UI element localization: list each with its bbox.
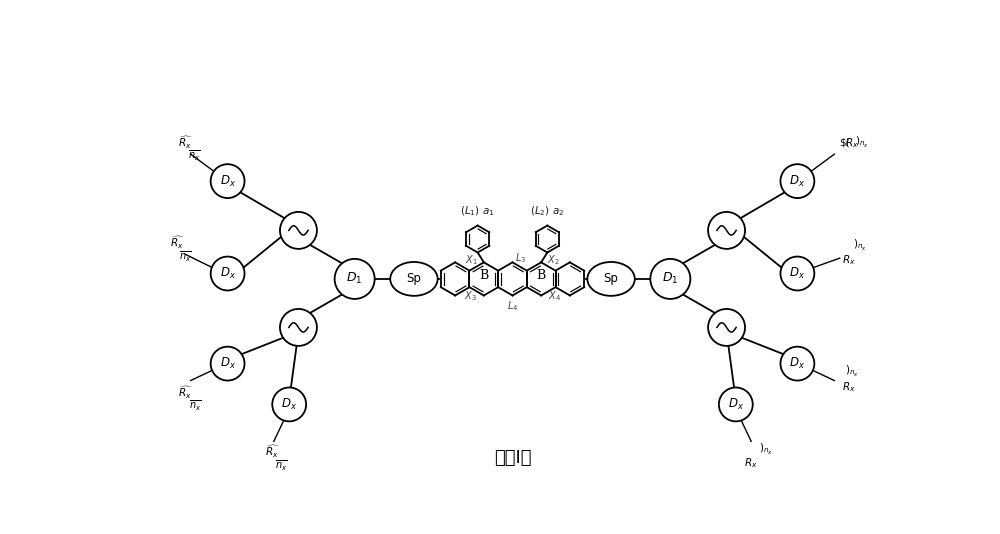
Text: $\overline{n_x}$: $\overline{n_x}$ <box>188 148 201 163</box>
Text: $D_1$: $D_1$ <box>662 271 679 286</box>
Text: $)_{n_x}$: $)_{n_x}$ <box>853 238 867 253</box>
Circle shape <box>211 256 245 290</box>
Text: $D_x$: $D_x$ <box>220 174 236 189</box>
Circle shape <box>780 256 814 290</box>
Text: $X_1$: $X_1$ <box>465 254 478 268</box>
Text: $D_x$: $D_x$ <box>281 397 297 412</box>
Ellipse shape <box>587 262 635 296</box>
Circle shape <box>719 388 753 421</box>
Text: $X_3$: $X_3$ <box>464 289 477 303</box>
Text: $R_x$: $R_x$ <box>842 253 856 266</box>
Circle shape <box>280 212 317 249</box>
Text: $X_4$: $X_4$ <box>548 289 561 303</box>
Text: $D_x$: $D_x$ <box>789 174 805 189</box>
Text: $D_x$: $D_x$ <box>789 356 805 371</box>
Circle shape <box>780 164 814 198</box>
Circle shape <box>708 212 745 249</box>
Text: $L_4$: $L_4$ <box>507 299 518 313</box>
Text: $R_x$: $R_x$ <box>842 380 856 394</box>
Text: B: B <box>479 269 488 282</box>
Text: 式（I）: 式（I） <box>494 449 531 467</box>
Text: $\overline{n_x}$: $\overline{n_x}$ <box>275 459 288 473</box>
Text: $\widehat{R_x}$: $\widehat{R_x}$ <box>178 384 193 401</box>
Text: $D_x$: $D_x$ <box>728 397 744 412</box>
Text: $\widehat{R_x}$: $\widehat{R_x}$ <box>170 234 185 251</box>
Circle shape <box>335 259 375 299</box>
Text: $(L_2)\ a_2$: $(L_2)\ a_2$ <box>530 204 565 218</box>
Circle shape <box>280 309 317 346</box>
Text: $R_x$: $R_x$ <box>845 136 859 150</box>
Text: $\widehat{R_x}$: $\widehat{R_x}$ <box>178 135 193 151</box>
Circle shape <box>650 259 690 299</box>
Text: $)_{n_x}$: $)_{n_x}$ <box>855 135 869 150</box>
Text: $D_1$: $D_1$ <box>346 271 363 286</box>
Text: Sp: Sp <box>407 272 421 285</box>
Text: $R_x$: $R_x$ <box>744 456 757 470</box>
Circle shape <box>211 347 245 381</box>
Circle shape <box>272 388 306 421</box>
Circle shape <box>708 309 745 346</box>
Text: $(L_1)\ a_1$: $(L_1)\ a_1$ <box>460 204 495 218</box>
Text: $D_x$: $D_x$ <box>220 356 236 371</box>
Text: $)_{n_x}$: $)_{n_x}$ <box>759 442 773 457</box>
Text: $\overline{n_x}$: $\overline{n_x}$ <box>179 249 192 264</box>
Circle shape <box>211 164 245 198</box>
Ellipse shape <box>390 262 438 296</box>
Text: $X_2$: $X_2$ <box>547 254 560 268</box>
Text: $D_x$: $D_x$ <box>220 266 236 281</box>
Text: Sp: Sp <box>604 272 618 285</box>
Text: $)_{n_x}$: $)_{n_x}$ <box>845 364 859 379</box>
Text: $(: $( <box>839 138 850 147</box>
Circle shape <box>780 347 814 381</box>
Text: $L_3$: $L_3$ <box>515 251 526 265</box>
Text: $\widehat{R_x}$: $\widehat{R_x}$ <box>265 444 280 460</box>
Text: $\overline{n_x}$: $\overline{n_x}$ <box>189 399 202 413</box>
Text: $D_x$: $D_x$ <box>789 266 805 281</box>
Text: B: B <box>537 269 546 282</box>
